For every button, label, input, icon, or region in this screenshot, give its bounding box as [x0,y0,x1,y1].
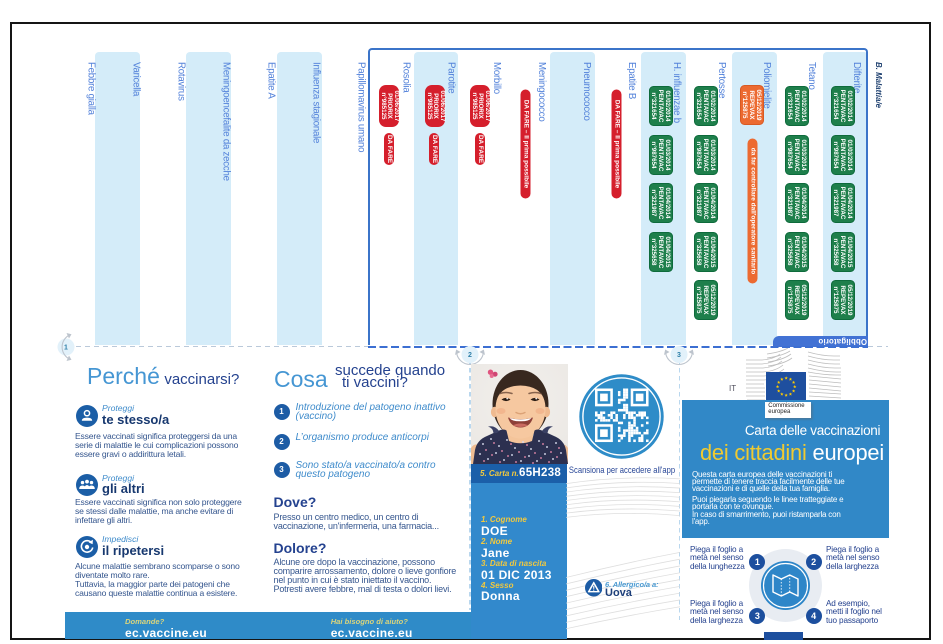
svg-text:1: 1 [64,345,68,352]
svg-text:2: 2 [468,352,472,359]
svg-text:3: 3 [677,352,681,359]
